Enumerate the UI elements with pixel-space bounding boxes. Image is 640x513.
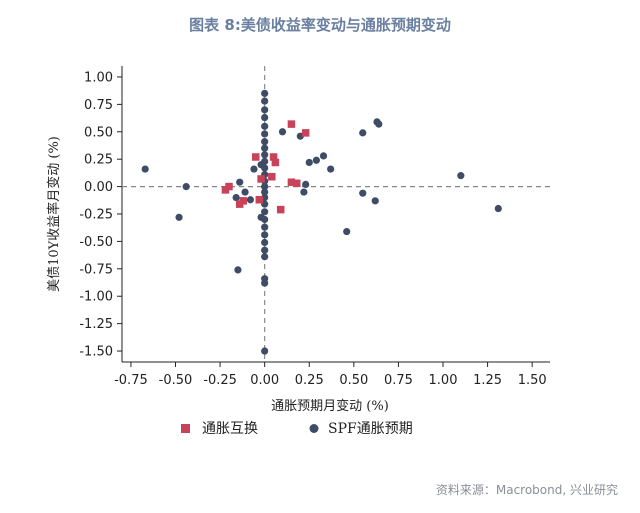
x-tick-label: 0.25 [295, 373, 324, 388]
spf-point [250, 165, 258, 173]
spf-point [312, 156, 320, 164]
spf-point [371, 197, 379, 205]
spf-point [359, 189, 367, 197]
y-tick-label: -1.50 [79, 345, 113, 360]
swap-point [301, 129, 310, 137]
chart-title: 图表 8:美债收益率变动与通胀预期变动 [189, 16, 451, 34]
spf-point [343, 227, 351, 236]
spf-point [261, 144, 269, 152]
swap-point [269, 153, 278, 161]
y-tick-label: -0.50 [79, 235, 113, 250]
spf-point [261, 138, 269, 146]
spf-point [261, 238, 269, 247]
spf-point [261, 89, 269, 98]
legend-swatch-swap [181, 424, 190, 433]
swap-point [235, 200, 244, 208]
spf-point [261, 188, 269, 196]
spf-point [300, 188, 308, 196]
y-axis-label: 美债10Y收益率月变动 (%) [46, 136, 62, 292]
swap-point [268, 172, 276, 181]
spf-point [182, 182, 190, 191]
spf-point [261, 246, 269, 254]
spf-point [261, 113, 269, 122]
x-tick-label: 0.75 [384, 373, 413, 388]
swap-point [255, 195, 264, 204]
source-note: 资料来源：Macrobond, 兴业研究 [435, 483, 618, 497]
y-tick-label: 0.25 [84, 153, 113, 168]
spf-point [327, 165, 335, 173]
y-tick-label: 0.50 [84, 125, 113, 140]
swap-point [276, 205, 285, 214]
y-tick-label: 0.00 [84, 180, 113, 195]
data-points [141, 89, 502, 355]
spf-point [261, 231, 269, 239]
spf-point [141, 165, 149, 173]
x-tick-label: -0.50 [159, 373, 193, 388]
swap-point [293, 179, 301, 188]
spf-point [319, 152, 328, 160]
y-tick-label: -1.25 [79, 317, 113, 332]
spf-point [234, 266, 242, 274]
y-tick-label: 0.75 [84, 98, 113, 113]
x-tick-label: 1.00 [429, 373, 458, 388]
spf-point [359, 129, 367, 137]
spf-point [236, 178, 244, 186]
x-tick-label: 0.00 [250, 373, 279, 388]
x-tick-label: -0.75 [114, 373, 148, 388]
swap-point [257, 175, 265, 183]
spf-point [494, 204, 502, 213]
swap-point [287, 120, 296, 128]
y-tick-label: -0.25 [79, 208, 113, 223]
axes: 1.00 0.75 0.50 0.25 0.00 -0.25 -0.50 -0.75 -1.00… [79, 66, 550, 388]
legend-label-swap: 通胀互换 [202, 420, 258, 437]
legend: 通胀互换 SPF通胀预期 [181, 420, 413, 437]
x-tick-label: 1.50 [518, 373, 547, 388]
swap-point [252, 153, 260, 161]
x-tick-label: -0.25 [203, 373, 237, 388]
spf-point [261, 130, 269, 138]
legend-label-spf: SPF通胀预期 [328, 421, 413, 437]
spf-point [457, 172, 465, 180]
spf-point [261, 122, 269, 130]
spf-point [305, 158, 313, 167]
spf-point [261, 97, 269, 105]
swap-point [221, 186, 230, 194]
swap-point [271, 158, 280, 167]
y-tick-label: 1.00 [84, 70, 113, 85]
spf-point [375, 120, 383, 128]
spf-point [241, 188, 249, 196]
spf-point [257, 213, 265, 221]
legend-swatch-spf [309, 424, 319, 433]
swap-point [287, 178, 296, 186]
reference-lines [122, 66, 550, 362]
spf-point [261, 151, 269, 159]
spf-point [261, 182, 269, 191]
spf-point [261, 208, 269, 216]
spf-point [261, 106, 269, 114]
spf-point [261, 223, 269, 231]
spf-point [261, 279, 269, 287]
spf-point [175, 213, 183, 221]
spf-point [261, 347, 269, 355]
x-tick-label: 1.25 [473, 373, 502, 388]
x-axis-label: 通胀预期月变动 (%) [271, 398, 389, 414]
spf-point [302, 180, 310, 188]
spf-point [257, 161, 265, 169]
x-tick-label: 0.50 [339, 373, 368, 388]
spf-point [232, 193, 240, 202]
spf-point [261, 253, 269, 261]
y-tick-label: -0.75 [79, 262, 113, 277]
spf-point [278, 128, 287, 136]
y-tick-label: -1.00 [79, 290, 113, 305]
spf-point [246, 196, 254, 204]
